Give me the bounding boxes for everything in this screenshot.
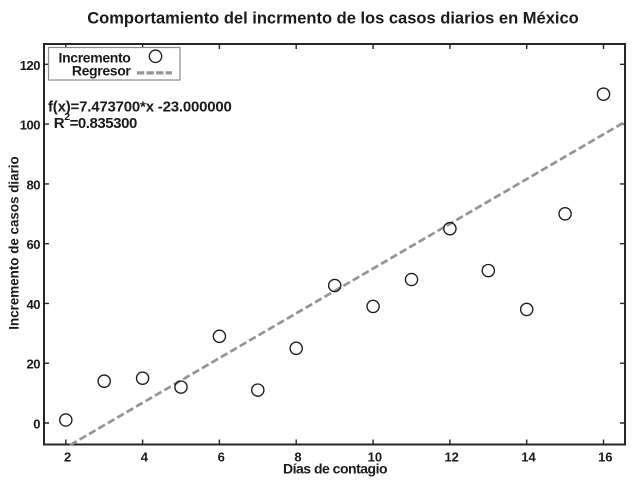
svg-text:8: 8 xyxy=(294,450,301,465)
svg-text:100: 100 xyxy=(20,118,40,133)
svg-text:16: 16 xyxy=(598,450,612,465)
svg-text:2: 2 xyxy=(64,450,71,465)
svg-text:6: 6 xyxy=(218,450,225,465)
svg-text:0: 0 xyxy=(33,417,40,432)
svg-text:Incremento de casos diario: Incremento de casos diario xyxy=(7,156,22,329)
svg-text:Comportamiento del incrmento d: Comportamiento del incrmento de los caso… xyxy=(87,9,578,27)
svg-text:14: 14 xyxy=(521,450,536,465)
svg-text:Días de contagio: Días de contagio xyxy=(283,460,387,476)
svg-text:12: 12 xyxy=(444,450,458,465)
svg-text:10: 10 xyxy=(368,450,382,465)
svg-text:80: 80 xyxy=(27,177,41,192)
svg-text:20: 20 xyxy=(27,357,41,372)
svg-text:60: 60 xyxy=(27,237,41,252)
svg-text:4: 4 xyxy=(141,450,149,465)
svg-text:R2=0.835300: R2=0.835300 xyxy=(54,111,137,132)
svg-text:Regresor: Regresor xyxy=(72,63,132,79)
svg-text:Incremento: Incremento xyxy=(59,50,131,66)
svg-text:f(x)=7.473700*x -23.000000: f(x)=7.473700*x -23.000000 xyxy=(48,98,232,115)
svg-text:40: 40 xyxy=(27,297,41,312)
svg-text:120: 120 xyxy=(20,58,40,73)
